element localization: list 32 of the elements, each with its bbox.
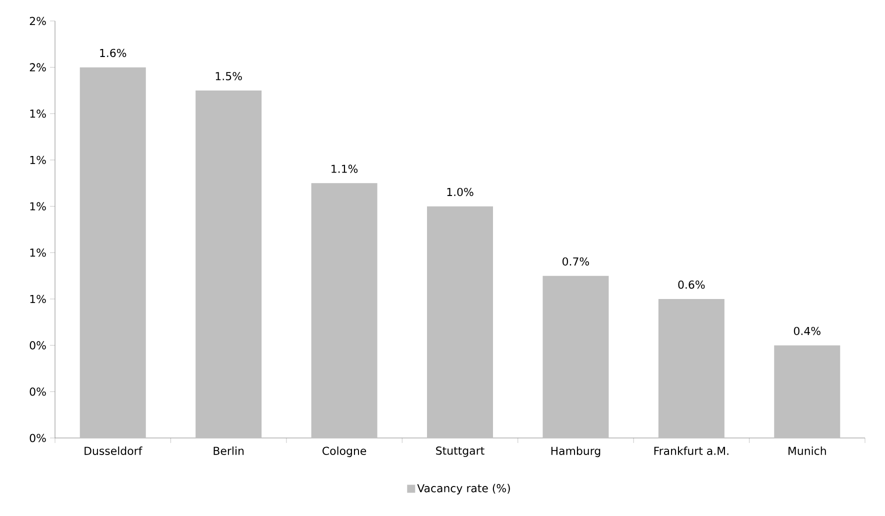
y-tick-label: 1% (30, 202, 46, 210)
x-tick-label: Frankfurt a.M. (654, 446, 728, 455)
bar (311, 183, 378, 438)
text: 1.5% (216, 72, 242, 80)
x-tick-label: Cologne (322, 446, 366, 458)
y-tick-label: 1% (30, 110, 46, 118)
y-tick-label: 0% (30, 341, 46, 350)
bar (774, 345, 840, 438)
bar (196, 90, 262, 438)
text: 1.1% (332, 164, 358, 173)
bar (658, 298, 724, 438)
y-tick-label: 0% (30, 434, 46, 442)
text: 1.0% (447, 188, 474, 196)
y-tick-label: 2% (30, 16, 46, 26)
x-tick-label: Hamburg (551, 446, 600, 458)
x-tick-label: Berlin (214, 446, 244, 455)
text: 0.7% (562, 257, 590, 266)
x-tick-label: Dusseldorf (84, 446, 142, 455)
y-tick-label: 1% (30, 248, 46, 257)
x-tick-label: Stuttgart (436, 446, 484, 457)
y-tick-label: 1% (30, 294, 46, 304)
y-tick-label: 2% (30, 63, 46, 72)
text: 1.6% (100, 48, 126, 58)
text: 0.6% (678, 280, 705, 289)
bar (80, 67, 146, 438)
x-tick-label: Munich (788, 446, 826, 455)
y-tick-label: 0% (30, 388, 46, 396)
bar (427, 206, 494, 438)
text: 0.4% (794, 326, 820, 336)
y-tick-label: 1% (30, 156, 46, 164)
bar (542, 276, 609, 438)
legend-label: Vacancy rate (%) (417, 484, 510, 494)
